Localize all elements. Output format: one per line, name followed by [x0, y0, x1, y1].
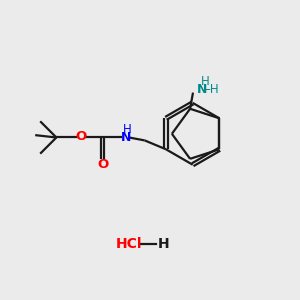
- Text: H: H: [201, 75, 210, 88]
- Text: O: O: [97, 158, 108, 171]
- Text: HCl: HCl: [116, 237, 142, 251]
- Text: H: H: [123, 123, 131, 136]
- Text: –H: –H: [204, 83, 219, 96]
- Text: N: N: [197, 83, 207, 96]
- Text: H: H: [158, 237, 169, 251]
- Text: O: O: [76, 130, 87, 143]
- Text: N: N: [120, 131, 131, 144]
